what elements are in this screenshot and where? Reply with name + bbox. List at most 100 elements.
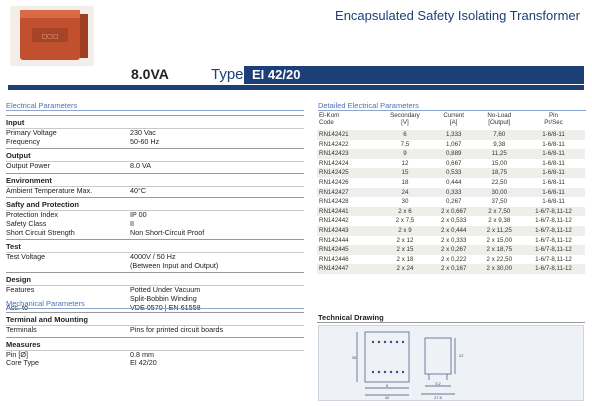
mechanical-heading: Mechanical Parameters bbox=[6, 299, 85, 308]
parameter-row: (Between Input and Output) bbox=[6, 260, 304, 271]
column-header-line: El-Kom bbox=[319, 112, 340, 119]
parameter-value: 0.8 mm bbox=[130, 349, 154, 359]
table-cell: 2 x 0,333 bbox=[430, 235, 477, 246]
parameter-row: Frequency 50-60 Hz bbox=[6, 136, 304, 147]
table-cell: 2 x 9,38 bbox=[476, 216, 523, 226]
table-cell: 7,5 bbox=[379, 139, 431, 150]
column-header-line: Secondary bbox=[390, 112, 420, 119]
dim-pitch: 5 bbox=[386, 383, 389, 388]
table-cell: 1-6/7-8,11-12 bbox=[522, 264, 585, 274]
group-divider bbox=[6, 252, 304, 254]
table-cell: RN142445 bbox=[317, 245, 379, 255]
table-row: RN142426 18 0,444 22,50 1-6/8-11 bbox=[317, 177, 585, 188]
detailed-heading-line bbox=[318, 110, 586, 111]
table-row: RN142447 2 x 24 2 x 0,167 2 x 30,00 1-6/7-8,… bbox=[317, 264, 585, 274]
table-cell: RN142421 bbox=[317, 130, 379, 140]
parameter-label: Features bbox=[6, 285, 35, 295]
page-title: Encapsulated Safety Isolating Transforme… bbox=[335, 8, 580, 23]
column-header-code: El-Kom Code bbox=[317, 112, 379, 126]
parameter-label bbox=[6, 262, 130, 271]
table-cell: 2 x 15,00 bbox=[476, 235, 523, 246]
table-cell: 1-6/7-8,11-12 bbox=[522, 206, 585, 217]
table-row: RN142442 2 x 7,5 2 x 0,533 2 x 9,38 1-6/7-8,… bbox=[317, 216, 585, 226]
parameter-value: EI 42/20 bbox=[130, 358, 157, 368]
table-cell: RN142428 bbox=[317, 197, 379, 207]
parameter-label: Pin [Ø] bbox=[6, 349, 28, 359]
group-title: Input bbox=[6, 115, 304, 127]
table-row: RN142425 15 0,533 18,75 1-6/8-11 bbox=[317, 168, 585, 178]
svg-text:▢▢▢: ▢▢▢ bbox=[41, 34, 58, 40]
column-header-line: No-Load bbox=[487, 112, 512, 119]
parameter-value: 230 Vac bbox=[130, 128, 156, 137]
technical-heading: Technical Drawing bbox=[318, 313, 384, 322]
table-cell: 2 x 0,444 bbox=[430, 225, 477, 236]
table-cell: 18 bbox=[379, 177, 431, 188]
parameter-value: (Between Input and Output) bbox=[130, 260, 219, 270]
type-label: Type bbox=[211, 66, 244, 83]
parameter-row: Features Potted Under Vacuum bbox=[6, 286, 304, 295]
header-rule bbox=[8, 85, 584, 90]
table-row: RN142424 12 0,667 15,00 1-6/8-11 bbox=[317, 158, 585, 169]
table-cell: RN142424 bbox=[317, 158, 379, 169]
parameter-row: Primary Voltage 230 Vac bbox=[6, 128, 304, 138]
parameter-label: Short Circuit Strength bbox=[6, 227, 75, 237]
column-header-line: Pr/Sec bbox=[544, 119, 563, 126]
column-header-pin: Pin Pr/Sec bbox=[522, 112, 585, 126]
table-cell: 0,533 bbox=[430, 168, 477, 178]
parameter-value: IP 00 bbox=[130, 210, 147, 220]
table-row: RN142446 2 x 18 2 x 0,222 2 x 22,50 1-6/7-8,… bbox=[317, 254, 585, 265]
group-title: Safty and Protection bbox=[6, 197, 304, 209]
table-cell: 9 bbox=[379, 149, 431, 159]
parameter-value: Non Short-Circuit Proof bbox=[130, 227, 205, 237]
table-cell: 15,00 bbox=[476, 158, 523, 169]
type-value: EI 42/20 bbox=[244, 66, 584, 84]
parameter-row: Short Circuit Strength Non Short-Circuit … bbox=[6, 227, 304, 238]
table-cell: 1-6/7-8,11-12 bbox=[522, 216, 585, 226]
table-cell: 1,067 bbox=[430, 139, 477, 150]
dim-height: 35 bbox=[352, 355, 357, 360]
table-cell: 1-6/8-11 bbox=[522, 158, 585, 169]
table-cell: 2 x 24 bbox=[379, 264, 431, 274]
table-cell: 37,50 bbox=[476, 197, 523, 207]
table-cell: 30 bbox=[379, 197, 431, 207]
parameter-row: Split-Bobbin Winding bbox=[6, 294, 304, 304]
parameter-row: Protection Index IP 00 bbox=[6, 211, 304, 220]
group-divider bbox=[6, 185, 304, 187]
detailed-table: El-Kom Code Secondary [V] Current [A] No-Lo… bbox=[317, 112, 585, 274]
parameter-row: Safety Class II bbox=[6, 219, 304, 229]
group-title: Output bbox=[6, 148, 304, 160]
table-cell: 2 x 0,667 bbox=[430, 206, 477, 217]
group-divider bbox=[6, 161, 304, 163]
dim-depth: 22 bbox=[459, 353, 464, 358]
table-cell: 1-6/8-11 bbox=[522, 149, 585, 159]
dim-width: 42 bbox=[385, 395, 390, 400]
table-cell: 0,667 bbox=[430, 158, 477, 169]
table-cell: 1,333 bbox=[430, 130, 477, 140]
table-cell: 1-6/7-8,11-12 bbox=[522, 254, 585, 265]
side-view-drawing bbox=[421, 337, 456, 395]
table-cell: 2 x 15 bbox=[379, 245, 431, 255]
table-cell: RN142441 bbox=[317, 206, 379, 217]
parameter-value: 50-60 Hz bbox=[130, 136, 160, 146]
table-cell: 15 bbox=[379, 168, 431, 178]
column-header-line: [V] bbox=[401, 119, 409, 126]
parameter-row: Pin [Ø] 0.8 mm bbox=[6, 349, 304, 360]
technical-drawing: 35 5 42 22 3.2 27.5 bbox=[318, 325, 584, 401]
table-cell: 1-6/7-8,11-12 bbox=[522, 225, 585, 236]
table-cell: 2 x 11,25 bbox=[476, 225, 523, 236]
table-row: RN142422 7,5 1,067 9,38 1-6/8-11 bbox=[317, 139, 585, 150]
table-row: RN142423 9 0,889 11,25 1-6/8-11 bbox=[317, 149, 585, 159]
front-view-pins bbox=[371, 340, 405, 374]
table-cell: 18,75 bbox=[476, 168, 523, 178]
column-header-line: Pin bbox=[549, 112, 558, 119]
table-cell: 1-6/8-11 bbox=[522, 139, 585, 150]
table-cell: 1-6/8-11 bbox=[522, 168, 585, 178]
table-row: RN142421 6 1,333 7,60 1-6/8-11 bbox=[317, 130, 585, 140]
parameter-label: Protection Index bbox=[6, 210, 58, 220]
group-divider bbox=[6, 325, 304, 326]
parameter-label: Ambient Temperature Max. bbox=[6, 185, 93, 195]
table-cell: 2 x 18 bbox=[379, 254, 431, 265]
group-title: Design bbox=[6, 272, 304, 284]
group-title: Terminal and Mounting bbox=[6, 312, 304, 324]
parameter-value: Potted Under Vacuum bbox=[130, 285, 201, 295]
